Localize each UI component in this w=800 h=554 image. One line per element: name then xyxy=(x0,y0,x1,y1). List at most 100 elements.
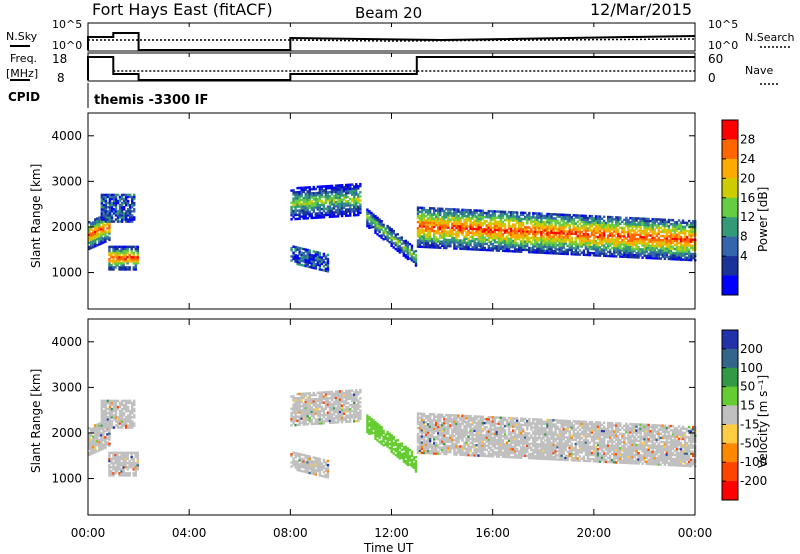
power-echo-cell xyxy=(687,248,691,251)
velocity-echo-cell xyxy=(96,423,99,426)
nave-tick-high: 60 xyxy=(708,52,723,66)
power-echo-cell xyxy=(544,225,547,228)
power-echo-cell xyxy=(544,249,547,253)
velocity-echo-cell xyxy=(100,424,104,427)
power-echo-cell xyxy=(552,239,555,243)
velocity-echo-cell xyxy=(398,457,402,460)
velocity-echo-cell xyxy=(418,424,422,428)
power-echo-cell xyxy=(386,239,389,242)
power-echo-cell xyxy=(314,191,318,195)
velocity-echo-cell xyxy=(390,444,393,447)
power-echo-cell xyxy=(116,199,120,203)
velocity-echo-cell xyxy=(320,399,324,402)
power-echo-cell xyxy=(651,242,654,246)
power-echo-cell xyxy=(355,187,358,190)
power-echo-cell xyxy=(669,245,673,248)
power-echo-cell xyxy=(600,227,604,231)
power-echo-cell xyxy=(675,223,679,226)
velocity-echo-cell xyxy=(357,407,360,410)
velocity-echo-cell xyxy=(106,429,109,432)
power-echo-cell xyxy=(443,226,446,229)
power-echo-cell xyxy=(661,234,665,238)
power-echo-cell xyxy=(689,236,693,239)
power-echo-cell xyxy=(509,231,513,234)
power-echo-cell xyxy=(340,194,344,197)
power-echo-cell xyxy=(334,184,338,187)
power-echo-cell xyxy=(641,221,644,225)
velocity-echo-cell xyxy=(420,412,424,416)
power-echo-cell xyxy=(509,241,513,245)
velocity-echo-cell xyxy=(308,394,311,397)
velocity-echo-cell xyxy=(355,397,358,400)
power-echo-cell xyxy=(611,226,614,229)
power-echo-cell xyxy=(657,249,660,252)
power-echo-cell xyxy=(128,245,131,249)
power-echo-cell xyxy=(304,206,307,210)
velocity-echo-cell xyxy=(396,455,399,458)
power-echo-cell xyxy=(586,233,590,236)
power-echo-cell xyxy=(507,227,511,230)
velocity-echo-cell xyxy=(102,401,106,405)
power-echo-cell xyxy=(659,242,663,246)
velocity-echo-cell xyxy=(435,450,438,453)
power-echo-cell xyxy=(318,262,322,265)
power-echo-cell xyxy=(683,242,687,245)
velocity-echo-cell xyxy=(340,418,344,422)
power-echo-cell xyxy=(485,248,489,252)
power-echo-cell xyxy=(596,237,600,241)
power-echo-cell xyxy=(615,222,618,225)
power-echo-cell xyxy=(296,199,299,202)
power-echo-cell xyxy=(404,247,408,251)
power-echo-cell xyxy=(526,230,529,233)
power-echo-cell xyxy=(110,203,114,207)
velocity-echo-cell xyxy=(292,395,295,398)
power-echo-cell xyxy=(306,208,309,212)
velocity-echo-cell xyxy=(418,443,422,446)
power-echo-cell xyxy=(679,252,683,255)
power-echo-cell xyxy=(102,205,106,209)
velocity-echo-cell xyxy=(320,468,324,471)
power-echo-cell xyxy=(328,199,332,202)
velocity-echo-cell xyxy=(92,427,95,430)
power-echo-cell xyxy=(102,197,106,201)
power-echo-cell xyxy=(560,234,563,237)
power-echo-cell xyxy=(598,227,602,231)
power-echo-cell xyxy=(310,212,313,216)
power-echo-cell xyxy=(609,248,612,252)
power-echo-cell xyxy=(491,222,495,225)
power-echo-cell xyxy=(627,249,630,253)
power-echo-cell xyxy=(100,208,104,211)
power-echo-cell xyxy=(665,228,669,232)
power-echo-cell xyxy=(296,203,299,206)
power-echo-cell xyxy=(538,212,541,215)
power-echo-cell xyxy=(437,207,440,210)
velocity-echo-cell xyxy=(94,430,97,433)
power-echo-cell xyxy=(663,226,667,230)
velocity-echo-cell xyxy=(351,393,354,396)
power-echo-cell xyxy=(398,251,402,254)
power-echo-cell xyxy=(384,235,387,239)
velocity-echo-cell xyxy=(128,420,132,423)
power-echo-cell xyxy=(457,233,460,236)
velocity-echo-cell xyxy=(94,434,97,437)
power-echo-cell xyxy=(544,214,547,218)
power-echo-cell xyxy=(334,196,338,200)
power-echo-cell xyxy=(617,224,620,227)
power-echo-cell xyxy=(338,202,342,206)
velocity-echo-cell xyxy=(304,414,307,418)
power-echo-cell xyxy=(659,226,663,230)
power-echo-cell xyxy=(625,247,628,250)
power-echo-cell xyxy=(300,215,303,218)
velocity-echo-cell xyxy=(118,422,122,425)
power-echo-cell xyxy=(643,244,646,247)
power-echo-cell xyxy=(679,227,683,231)
velocity-echo-cell xyxy=(130,463,133,467)
power-echo-cell xyxy=(108,236,111,239)
power-echo-cell xyxy=(596,235,600,239)
velocity-echo-cell xyxy=(124,401,128,405)
power-echo-cell xyxy=(439,240,442,243)
power-echo-cell xyxy=(598,237,602,241)
power-echo-cell xyxy=(94,238,97,242)
power-echo-cell xyxy=(355,205,358,209)
power-echo-cell xyxy=(501,229,505,232)
